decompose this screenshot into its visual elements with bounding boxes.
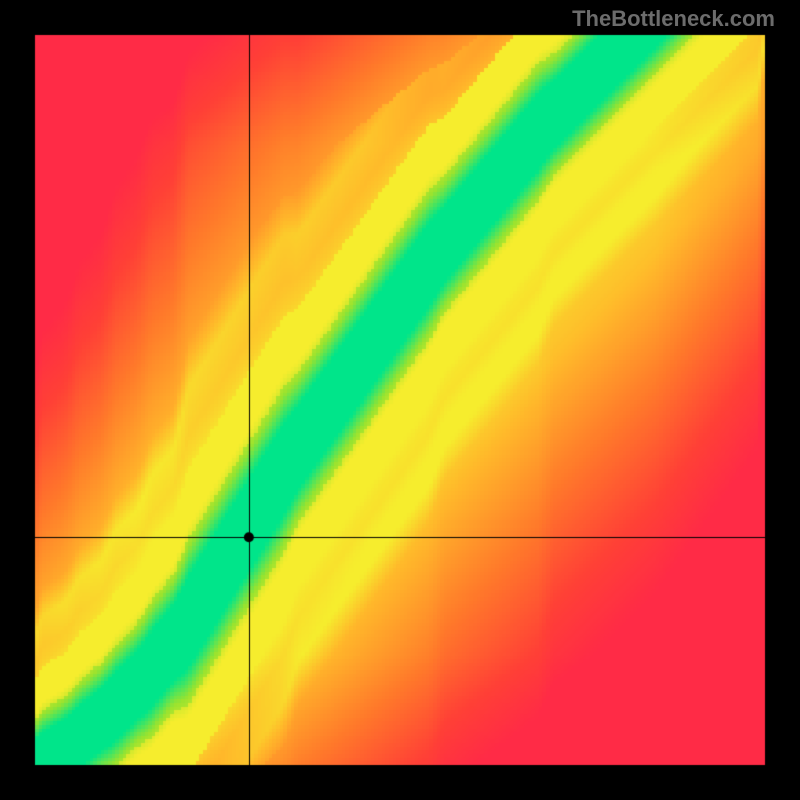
watermark-text: TheBottleneck.com — [572, 6, 775, 32]
heatmap-canvas — [0, 0, 800, 800]
chart-container: { "watermark": { "text": "TheBottleneck.… — [0, 0, 800, 800]
